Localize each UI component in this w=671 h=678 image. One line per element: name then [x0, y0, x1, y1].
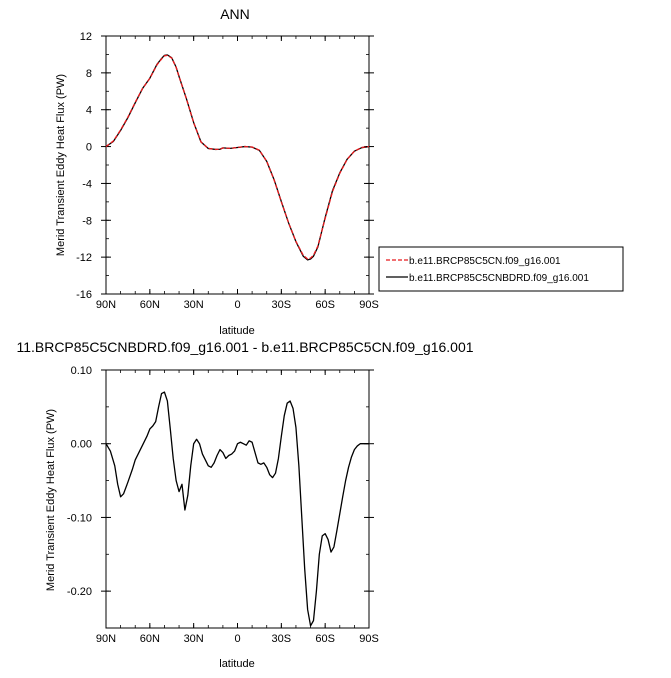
- x-tick-label: 90S: [359, 299, 379, 311]
- legend: b.e11.BRCP85C5CN.f09_g16.001 b.e11.BRCP8…: [378, 246, 624, 292]
- y-tick-label: 0: [86, 142, 92, 154]
- top-y-axis-label: Merid Transient Eddy Heat Flux (PW): [55, 74, 67, 256]
- top-x-axis-label: latitude: [219, 325, 254, 337]
- bottom-axis-ticks: [101, 369, 374, 629]
- x-tick-label: 90N: [96, 633, 116, 645]
- bottom-y-axis-label: Merid Transient Eddy Heat Flux (PW): [45, 409, 57, 591]
- bottom-series-lines: [105, 391, 369, 627]
- x-tick-label: 60S: [315, 299, 335, 311]
- legend-label-case1: b.e11.BRCP85C5CN.f09_g16.001: [409, 256, 561, 267]
- x-tick-label: 30N: [184, 633, 204, 645]
- y-tick-label: -16: [76, 289, 92, 301]
- x-tick-label: 30N: [184, 299, 204, 311]
- x-tick-label: 60S: [315, 633, 335, 645]
- series-line-case1: [105, 54, 370, 260]
- y-tick-label: -12: [76, 252, 92, 264]
- y-tick-label: 0.10: [71, 365, 92, 377]
- y-tick-label: -0.20: [67, 586, 92, 598]
- top-chart: ANN 90N 60N 30N 0 30S 60S 90S -16-12-8-404812 …: [55, 6, 379, 337]
- y-tick-label: 8: [86, 68, 92, 80]
- series-line-case2: [105, 54, 370, 261]
- x-tick-label: 30S: [272, 299, 292, 311]
- legend-label-case2: b.e11.BRCP85C5CNBDRD.f09_g16.001: [409, 273, 589, 284]
- top-y-tick-labels: -16 -12 -8 -4 0 4 8 12: [76, 31, 92, 301]
- series-line-case2: [105, 391, 369, 627]
- y-tick-label: -8: [82, 215, 92, 227]
- top-chart-title: ANN: [220, 6, 250, 22]
- bottom-x-tick-labels: 90N 60N 30N 0 30S 60S 90S: [96, 633, 379, 645]
- x-tick-label: 60N: [140, 299, 160, 311]
- top-plot-frame: [105, 35, 370, 295]
- bottom-chart: 11.BRCP85C5CNBDRD.f09_g16.001 - b.e11.BR…: [16, 339, 473, 670]
- legend-box: [378, 246, 624, 292]
- bottom-chart-title: 11.BRCP85C5CNBDRD.f09_g16.001 - b.e11.BR…: [16, 339, 473, 355]
- bottom-x-axis-label: latitude: [219, 658, 254, 670]
- x-tick-label: 0: [234, 299, 240, 311]
- y-tick-label: 0.00: [71, 439, 92, 451]
- x-tick-label: 30S: [272, 633, 292, 645]
- x-tick-label: 0: [234, 633, 240, 645]
- y-tick-label: -0.10: [67, 512, 92, 524]
- top-series-lines: [105, 54, 370, 261]
- bottom-y-tick-labels: -0.20 -0.10 0.00 0.10: [67, 365, 92, 598]
- y-tick-label: 4: [86, 105, 92, 117]
- x-tick-label: 60N: [140, 633, 160, 645]
- bottom-plot-frame: [105, 369, 370, 629]
- y-tick-label: 12: [80, 31, 92, 43]
- x-tick-label: 90S: [359, 633, 379, 645]
- top-axis-ticks: [101, 35, 374, 295]
- top-x-tick-labels: 90N 60N 30N 0 30S 60S 90S: [96, 299, 379, 311]
- y-tick-label: -4: [82, 178, 92, 190]
- x-tick-label: 90N: [96, 299, 116, 311]
